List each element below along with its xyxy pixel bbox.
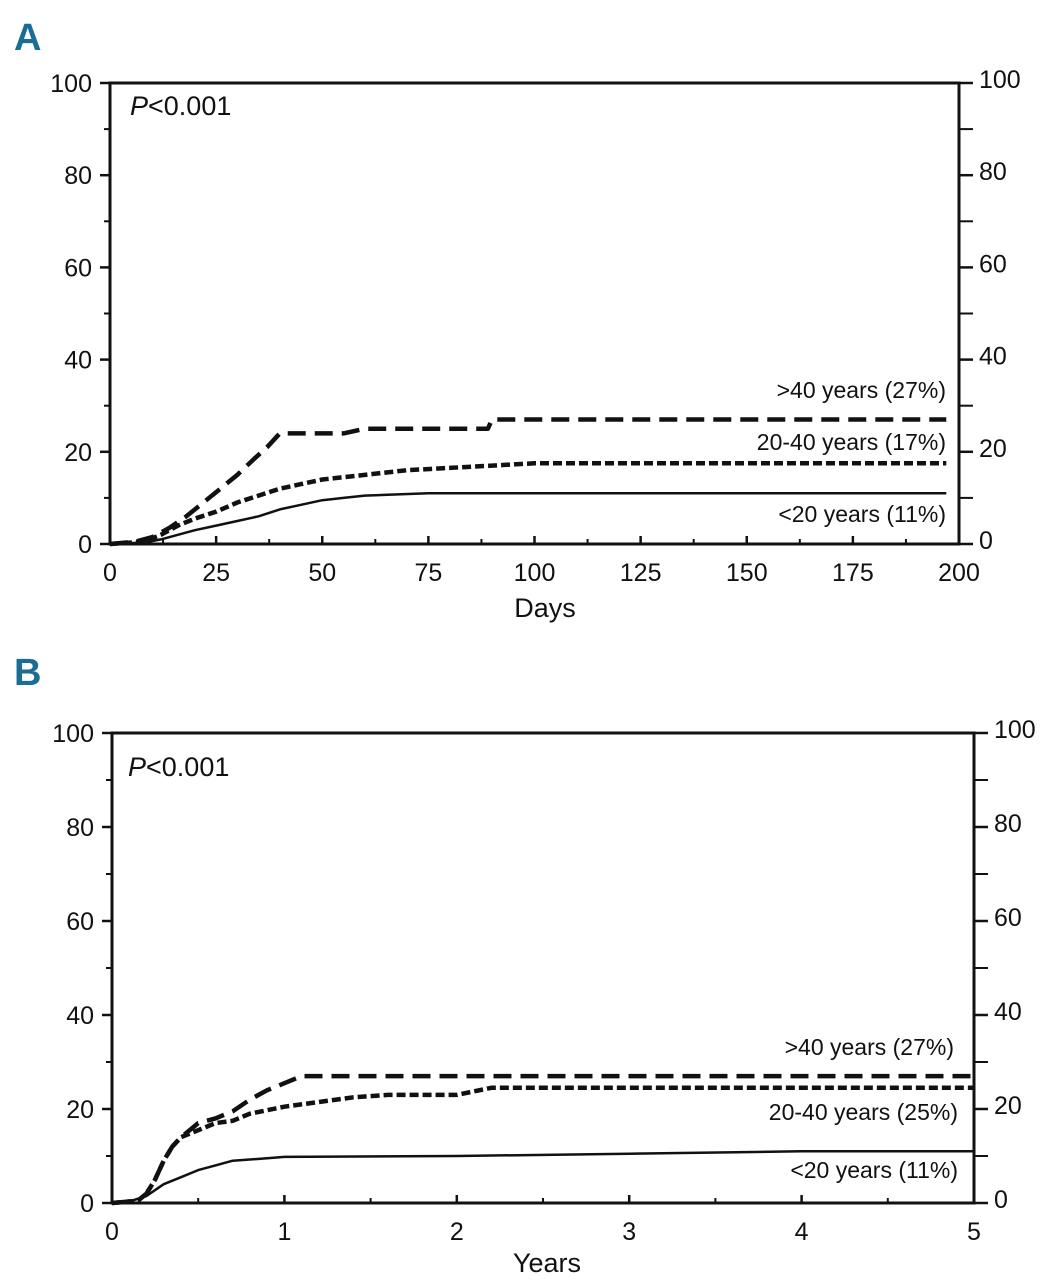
y-tick-label-right-a-5: 100 — [979, 66, 1021, 94]
y-tick-label-right-a-4: 80 — [979, 158, 1007, 186]
series-label-a-1: 20-40 years (17%) — [757, 429, 946, 455]
x-tick-label-a-2: 50 — [308, 559, 336, 587]
x-tick-label-a-7: 175 — [832, 559, 874, 587]
x-tick-label-a-4: 100 — [514, 559, 556, 587]
x-tick-label-a-3: 75 — [414, 559, 442, 587]
y-tick-label-left-b-2: 40 — [66, 1002, 94, 1030]
x-tick-label-a-1: 25 — [202, 559, 230, 587]
x-tick-label-b-2: 2 — [450, 1218, 464, 1246]
y-tick-label-left-a-5: 100 — [50, 70, 92, 98]
x-tick-label-b-3: 3 — [622, 1218, 636, 1246]
y-tick-label-left-a-3: 60 — [64, 254, 92, 282]
y-tick-label-left-b-5: 100 — [52, 720, 94, 748]
y-tick-label-left-b-3: 60 — [66, 908, 94, 936]
series-label-b-1: 20-40 years (25%) — [769, 1099, 958, 1125]
plot-frame-b — [110, 731, 976, 1205]
p-value-a-rest: <0.001 — [148, 91, 231, 121]
y-tick-label-right-a-2: 40 — [979, 343, 1007, 371]
x-axis-title-b: Years — [513, 1248, 581, 1278]
y-tick-label-left-a-2: 40 — [64, 347, 92, 375]
y-tick-label-right-a-0: 0 — [979, 527, 993, 555]
y-tick-label-left-a-0: 0 — [78, 531, 92, 559]
p-value-b-rest: <0.001 — [146, 752, 229, 782]
x-axis-title-a: Days — [514, 593, 576, 623]
x-tick-label-b-5: 5 — [967, 1218, 981, 1246]
y-tick-label-left-a-4: 80 — [64, 162, 92, 190]
series-line-b-1 — [111, 1085, 974, 1206]
y-tick-label-right-b-0: 0 — [994, 1186, 1008, 1214]
x-tick-label-b-0: 0 — [105, 1218, 119, 1246]
series-line-a-2 — [109, 492, 947, 546]
y-tick-label-right-b-4: 80 — [994, 810, 1022, 838]
series-b — [111, 1073, 974, 1206]
x-tick-label-b-4: 4 — [795, 1218, 809, 1246]
p-value-b-italic: P — [128, 752, 146, 782]
series-line-b-0 — [111, 1073, 974, 1206]
y-tick-label-right-a-3: 60 — [979, 250, 1007, 278]
series-label-a-0: >40 years (27%) — [777, 377, 946, 403]
y-tick-label-right-b-2: 40 — [994, 998, 1022, 1026]
y-tick-label-left-a-1: 20 — [64, 439, 92, 467]
p-value-a-italic: P — [130, 91, 148, 121]
x-tick-label-a-8: 200 — [938, 559, 980, 587]
p-value-b: P<0.001 — [128, 752, 229, 782]
panel-b-label: B — [14, 652, 41, 694]
x-tick-label-a-0: 0 — [103, 559, 117, 587]
y-tick-label-left-b-4: 80 — [66, 814, 94, 842]
y-tick-label-right-b-5: 100 — [994, 716, 1036, 744]
series-a — [109, 417, 947, 547]
x-tick-label-a-5: 125 — [620, 559, 662, 587]
y-tick-label-left-b-0: 0 — [80, 1190, 94, 1218]
y-tick-label-right-a-1: 20 — [979, 435, 1007, 463]
series-line-a-1 — [109, 461, 947, 547]
series-label-a-2: <20 years (11%) — [778, 501, 946, 527]
panel-a-label: A — [14, 17, 41, 59]
series-label-b-0: >40 years (27%) — [785, 1034, 954, 1060]
y-tick-label-right-b-1: 20 — [994, 1092, 1022, 1120]
series-line-b-2 — [111, 1150, 974, 1205]
p-value-a: P<0.001 — [130, 91, 231, 121]
y-tick-label-left-b-1: 20 — [66, 1096, 94, 1124]
x-tick-label-b-1: 1 — [277, 1218, 291, 1246]
x-tick-label-a-6: 150 — [726, 559, 768, 587]
y-tick-label-right-b-3: 60 — [994, 904, 1022, 932]
series-label-b-2: <20 years (11%) — [790, 1157, 958, 1183]
